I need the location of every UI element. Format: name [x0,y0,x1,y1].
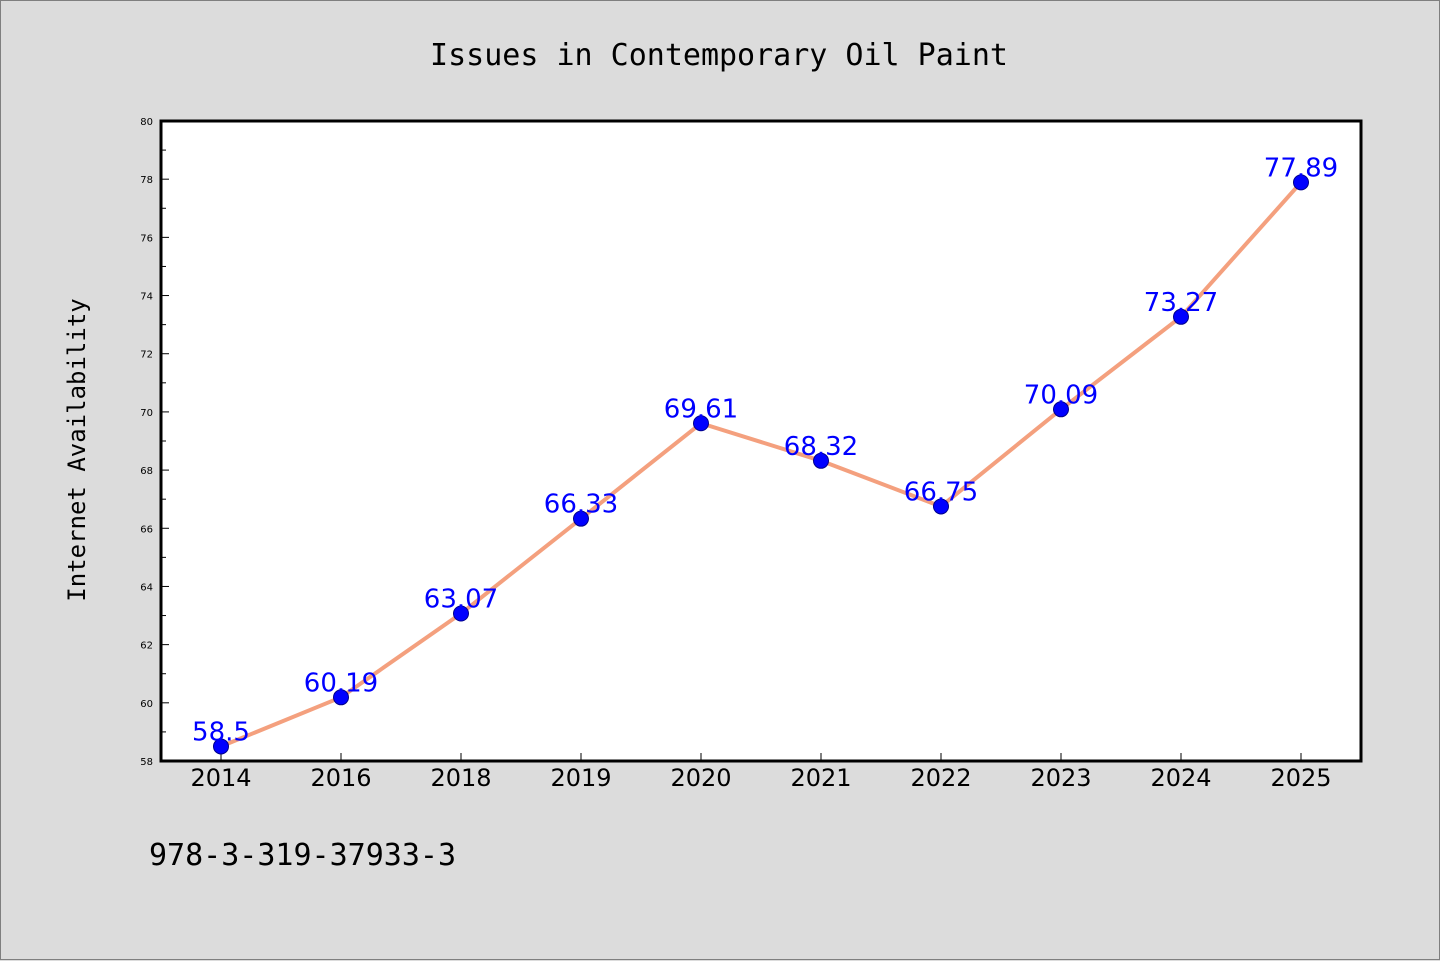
y-tick-label: 58 [140,757,153,768]
x-tick-label: 2021 [790,764,851,792]
data-label: 66.33 [544,490,618,520]
data-point-marker [333,689,349,706]
x-tick-label: 2024 [1150,764,1211,792]
y-tick-label: 74 [140,292,153,303]
data-point-marker [213,738,229,755]
x-tick-label: 2016 [310,764,371,792]
y-tick-label: 68 [140,466,153,477]
data-label: 58.5 [192,717,250,747]
series-line [219,180,1303,749]
data-point-marker [453,605,469,622]
data-point-marker [933,498,949,515]
data-point-marker [1173,308,1189,325]
data-label: 77.89 [1264,153,1338,183]
y-tick-label: 72 [140,350,153,361]
data-point-marker [573,510,589,527]
y-tick-label: 66 [140,524,153,535]
x-tick-label: 2020 [670,764,731,792]
y-tick-label: 60 [140,699,153,710]
plot-border [159,119,1363,763]
x-tick-label: 2022 [910,764,971,792]
x-tick-label: 2019 [550,764,611,792]
data-label: 73.27 [1144,288,1218,318]
x-tick-label: 2023 [1030,764,1091,792]
x-tick-label: 2018 [430,764,491,792]
data-point-marker [1293,174,1309,191]
data-label: 63.07 [424,585,498,615]
data-label: 69.61 [664,394,738,424]
y-tick-label: 76 [140,233,153,244]
y-tick-label: 62 [140,641,153,652]
chart-title: Issues in Contemporary Oil Paint [430,38,1008,73]
y-tick-label: 64 [140,582,153,593]
x-tick-label: 2025 [1270,764,1331,792]
y-axis-label: Internet Availability [63,298,91,601]
data-label: 66.75 [904,477,978,507]
data-point-marker [813,452,829,469]
y-tick-label: 80 [140,117,153,128]
data-label: 70.09 [1024,380,1098,410]
data-label: 68.32 [784,432,858,462]
y-tick-label: 70 [140,408,153,419]
footnote-isbn: 978-3-319-37933-3 [149,838,456,873]
data-point-marker [1053,401,1069,418]
y-tick-label: 78 [140,175,153,186]
data-point-marker [693,415,709,432]
data-label: 60.19 [304,668,378,698]
plot-area: 58 60 62 64 66 68 70 72 74 76 78 80 2014 2016 2018 2019… [140,117,1363,792]
x-tick-label: 2014 [190,764,251,792]
